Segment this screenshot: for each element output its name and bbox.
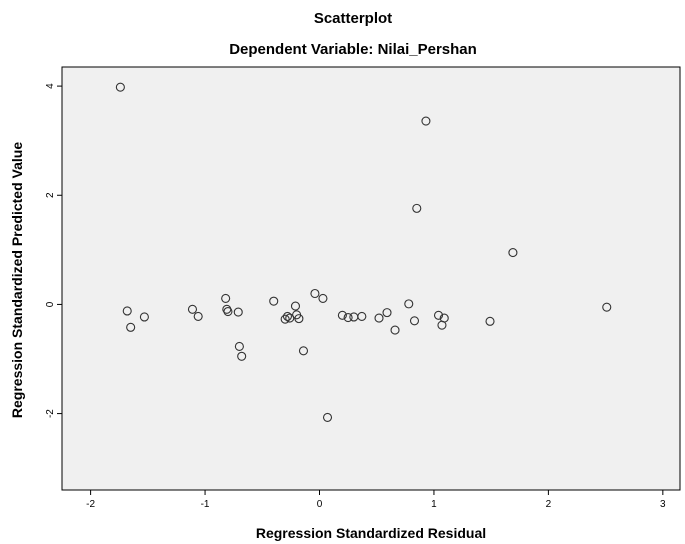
data-point <box>439 313 449 323</box>
data-point <box>234 341 244 352</box>
data-point <box>126 322 136 332</box>
x-tick-label: -1 <box>201 499 210 510</box>
x-tick-label: -2 <box>86 499 95 510</box>
data-points <box>115 82 612 422</box>
y-tick-label: 4 <box>45 83 56 89</box>
data-point <box>237 351 247 361</box>
data-point <box>280 314 290 324</box>
data-point <box>421 116 431 126</box>
data-point <box>404 299 414 309</box>
y-axis: -2 0 2 4 <box>45 83 62 418</box>
data-point <box>139 312 149 322</box>
data-point <box>223 306 233 317</box>
data-point <box>433 310 444 320</box>
data-point <box>322 412 333 422</box>
chart-title: Scatterplot <box>314 10 392 27</box>
data-point <box>390 325 400 335</box>
data-point <box>382 308 392 318</box>
data-point <box>602 302 612 312</box>
x-tick-label: 1 <box>431 499 437 510</box>
data-point <box>282 311 293 321</box>
data-point <box>318 293 328 303</box>
data-point <box>310 288 320 299</box>
data-point <box>337 310 347 320</box>
data-point <box>233 307 243 317</box>
data-point <box>290 301 301 311</box>
data-point <box>294 314 304 324</box>
y-tick-label: 0 <box>45 301 56 307</box>
x-tick-label: 3 <box>660 499 666 510</box>
plot-area <box>61 66 681 491</box>
y-tick-label: 2 <box>45 192 56 198</box>
data-point <box>357 311 367 321</box>
data-point <box>409 316 420 326</box>
data-point <box>298 346 309 356</box>
data-point <box>115 82 125 92</box>
y-tick-label: -2 <box>45 409 56 418</box>
chart-subtitle: Dependent Variable: Nilai_Pershan <box>229 41 477 58</box>
data-point <box>222 304 232 314</box>
data-point <box>122 306 132 316</box>
x-tick-label: 2 <box>546 499 552 510</box>
data-point <box>374 313 384 323</box>
data-point <box>508 248 518 258</box>
data-point <box>485 316 495 326</box>
data-point <box>187 304 198 314</box>
x-tick-label: 0 <box>317 499 323 510</box>
data-point <box>343 312 353 323</box>
x-axis: -2 -1 0 1 2 3 <box>86 490 666 510</box>
data-point <box>269 296 279 306</box>
y-axis-label: Regression Standardized Predicted Value <box>9 142 25 418</box>
x-axis-label: Regression Standardized Residual <box>256 525 486 541</box>
data-point <box>412 203 422 213</box>
data-point <box>193 311 203 321</box>
data-point <box>221 293 231 303</box>
